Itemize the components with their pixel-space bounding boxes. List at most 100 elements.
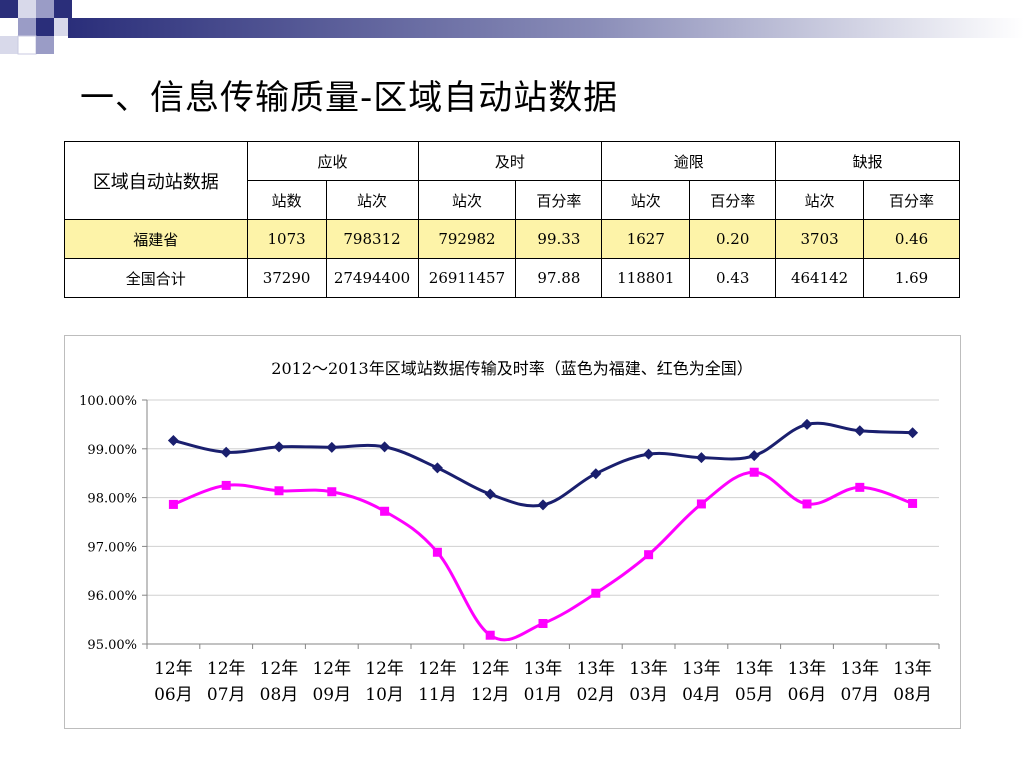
- sub-header: 站次: [775, 180, 865, 220]
- x-tick-label: 11月: [418, 685, 457, 705]
- data-point: [327, 487, 337, 497]
- table-cell: 118801: [601, 258, 691, 298]
- data-point: [220, 446, 232, 458]
- x-tick-label: 03月: [629, 685, 668, 705]
- data-point: [643, 448, 655, 460]
- y-tick-label: 99.00%: [87, 443, 137, 458]
- data-point: [379, 441, 391, 453]
- table-cell: 792982: [417, 219, 517, 259]
- data-point: [538, 619, 548, 629]
- series-line: [173, 421, 913, 508]
- y-tick-label: 96.00%: [87, 589, 137, 604]
- x-tick-label: 07月: [840, 685, 879, 705]
- table-cell: 1.69: [863, 258, 960, 298]
- data-point: [273, 441, 285, 453]
- x-tick-label: 06月: [154, 685, 193, 705]
- table-cell: 97.88: [515, 258, 603, 298]
- line-chart: 2012～2013年区域站数据传输及时率（蓝色为福建、红色为全国） 100.00%…: [79, 359, 940, 705]
- x-tick-label: 13年: [524, 659, 563, 679]
- x-tick-label: 04月: [682, 685, 721, 705]
- data-point: [802, 499, 812, 509]
- sub-header: 站次: [325, 180, 419, 220]
- table-cell: 798312: [325, 219, 419, 259]
- sub-header: 站次: [417, 180, 517, 220]
- data-point: [485, 630, 495, 640]
- data-point: [484, 488, 496, 500]
- table-cell: 1627: [601, 219, 691, 259]
- data-point: [590, 468, 602, 480]
- x-tick-label: 06月: [788, 685, 827, 705]
- table-cell: 0.20: [689, 219, 777, 259]
- data-point: [696, 499, 706, 509]
- data-point: [168, 499, 178, 509]
- y-tick-label: 95.00%: [87, 638, 137, 653]
- x-tick-label: 12年: [418, 659, 457, 679]
- x-tick-label: 12年: [312, 659, 351, 679]
- group-header: 应收: [246, 141, 419, 181]
- data-point: [748, 450, 760, 462]
- table-cell: 464142: [775, 258, 865, 298]
- table-cell: 99.33: [515, 219, 603, 259]
- data-point: [644, 550, 654, 560]
- y-tick-label: 97.00%: [87, 540, 137, 555]
- data-point: [695, 452, 707, 464]
- x-tick-label: 10月: [365, 685, 404, 705]
- x-tick-label: 12年: [154, 659, 193, 679]
- x-tick-label: 07月: [207, 685, 246, 705]
- table-row: 福建省 1073 798312 792982 99.33 1627 0.20 3…: [64, 219, 960, 259]
- group-header: 缺报: [775, 141, 960, 181]
- row-label: 福建省: [64, 219, 248, 259]
- row-label: 全国合计: [64, 258, 248, 298]
- data-point: [380, 506, 390, 516]
- group-header: 及时: [417, 141, 603, 181]
- sub-header: 站数: [246, 180, 327, 220]
- table-cell: 26911457: [417, 258, 517, 298]
- x-tick-label: 13年: [840, 659, 879, 679]
- table-corner-header: 区域自动站数据: [64, 141, 248, 220]
- data-point: [537, 499, 549, 511]
- x-tick-label: 13年: [576, 659, 615, 679]
- data-point: [749, 467, 759, 477]
- x-tick-label: 05月: [735, 685, 774, 705]
- x-tick-label: 13年: [682, 659, 721, 679]
- chart-container: 2012～2013年区域站数据传输及时率（蓝色为福建、红色为全国） 100.00%…: [64, 335, 961, 729]
- x-tick-label: 13年: [629, 659, 668, 679]
- data-point: [854, 425, 866, 437]
- table-cell: 0.43: [689, 258, 777, 298]
- data-point: [432, 547, 442, 557]
- data-point: [274, 486, 284, 496]
- table-cell: 37290: [246, 258, 327, 298]
- sub-header: 百分率: [515, 180, 603, 220]
- y-tick-label: 100.00%: [79, 394, 137, 409]
- x-tick-label: 02月: [576, 685, 615, 705]
- x-tick-label: 12年: [471, 659, 510, 679]
- chart-title: 2012～2013年区域站数据传输及时率（蓝色为福建、红色为全国）: [271, 359, 752, 378]
- data-point: [855, 482, 865, 492]
- x-tick-label: 12年: [207, 659, 246, 679]
- x-tick-label: 13年: [788, 659, 827, 679]
- x-tick-label: 01月: [524, 685, 563, 705]
- corner-decoration: [0, 0, 1024, 55]
- x-tick-label: 09月: [312, 685, 351, 705]
- data-point: [167, 435, 179, 447]
- x-tick-label: 13年: [735, 659, 774, 679]
- table-cell: 27494400: [325, 258, 419, 298]
- y-tick-label: 98.00%: [87, 492, 137, 507]
- table-cell: 3703: [775, 219, 865, 259]
- x-tick-label: 12年: [260, 659, 299, 679]
- data-point: [908, 498, 918, 508]
- x-tick-label: 12月: [471, 685, 510, 705]
- table-row: 全国合计 37290 27494400 26911457 97.88 11880…: [64, 258, 960, 298]
- x-tick-label: 12年: [365, 659, 404, 679]
- x-tick-label: 08月: [260, 685, 299, 705]
- sub-header: 站次: [601, 180, 691, 220]
- data-point: [801, 418, 813, 430]
- x-tick-label: 13年: [893, 659, 932, 679]
- table-cell: 0.46: [863, 219, 960, 259]
- data-point: [326, 441, 338, 453]
- table-cell: 1073: [246, 219, 327, 259]
- data-point: [907, 427, 919, 439]
- data-point: [221, 480, 231, 490]
- data-point: [591, 588, 601, 598]
- data-table: 区域自动站数据 应收 及时 逾限 缺报 站数 站次 站次 百分率 站次 百分率 …: [64, 141, 960, 298]
